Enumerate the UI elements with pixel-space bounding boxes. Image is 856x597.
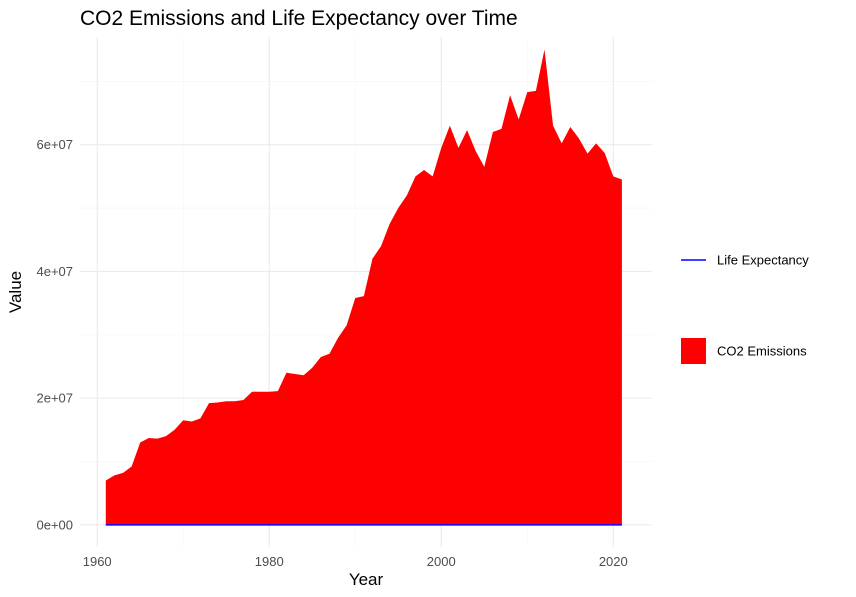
legend-label: Life Expectancy — [717, 253, 809, 268]
y-axis-ticks: 0e+00 2e+07 4e+07 6e+07 — [36, 137, 73, 532]
x-axis-ticks: 1960 1980 2000 2020 — [83, 554, 628, 569]
legend: Life Expectancy CO2 Emissions — [681, 253, 809, 364]
x-tick-label: 2020 — [599, 554, 628, 569]
x-tick-label: 1960 — [83, 554, 112, 569]
legend-item-life-expectancy: Life Expectancy — [681, 253, 809, 268]
legend-key-swatch — [681, 338, 706, 364]
legend-item-co2-emissions: CO2 Emissions — [681, 338, 807, 364]
x-axis-title: Year — [349, 570, 384, 589]
y-tick-label: 4e+07 — [36, 264, 73, 279]
y-tick-label: 0e+00 — [36, 517, 73, 532]
y-axis-title: Value — [6, 271, 25, 313]
x-tick-label: 1980 — [255, 554, 284, 569]
x-tick-label: 2000 — [427, 554, 456, 569]
y-tick-label: 2e+07 — [36, 391, 73, 406]
area-layer — [105, 49, 622, 525]
co2-emissions-area — [105, 49, 622, 525]
chart-title: CO2 Emissions and Life Expectancy over T… — [80, 7, 518, 30]
y-tick-label: 6e+07 — [36, 137, 73, 152]
legend-label: CO2 Emissions — [717, 344, 807, 359]
